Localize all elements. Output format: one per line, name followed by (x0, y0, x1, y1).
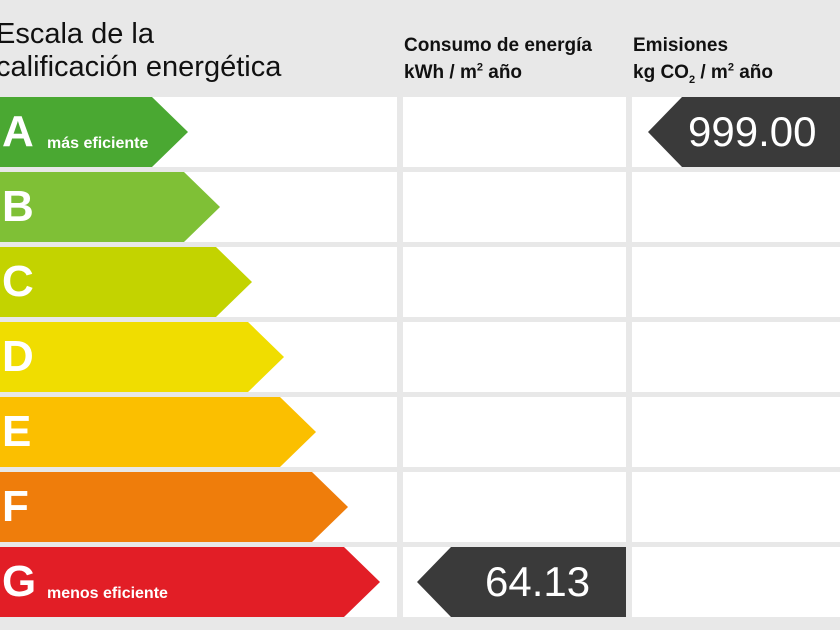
rating-arrow-g: G menos eficiente (0, 547, 380, 617)
consumo-cell (403, 172, 626, 242)
consumo-cell: 64.13 (403, 547, 626, 617)
rating-letter: F (2, 482, 29, 531)
emisiones-cell (632, 172, 840, 242)
scale-cell: F (0, 472, 397, 542)
consumo-value: 64.13 (485, 558, 591, 605)
scale-cell: G menos eficiente (0, 547, 397, 617)
rating-row-c: C (0, 247, 840, 317)
consumo-unit: kWh / m2 año (404, 61, 523, 83)
rating-letter: E (2, 407, 32, 456)
consumo-cell (403, 247, 626, 317)
rating-row-b: B (0, 172, 840, 242)
rating-arrow-b: B (0, 172, 220, 242)
scale-cell: C (0, 247, 397, 317)
scale-cell: E (0, 397, 397, 467)
scale-cell: A más eficiente (0, 97, 397, 167)
emisiones-cell: 999.00 (632, 97, 840, 167)
scale-cell: D (0, 322, 397, 392)
rating-arrow-f: F (0, 472, 348, 542)
rating-arrow-e: E (0, 397, 316, 467)
emisiones-title: Emisiones (633, 35, 729, 56)
consumo-cell (403, 97, 626, 167)
rating-arrow-c: C (0, 247, 252, 317)
emisiones-column-header: Emisiones kg CO2 / m2 año (633, 32, 773, 86)
title-line-2: calificación energética (0, 51, 282, 83)
emisiones-cell (632, 397, 840, 467)
rating-letter: D (2, 332, 34, 381)
rating-arrow-a: A más eficiente (0, 97, 188, 167)
page-title: Escala de la calificación energética (0, 18, 281, 84)
scale-cell: B (0, 172, 397, 242)
rating-note: más eficiente (47, 135, 149, 152)
emisiones-cell (632, 322, 840, 392)
rating-row-g: G menos eficiente 64.13 (0, 547, 840, 617)
emisiones-unit: kg CO2 / m2 año (633, 61, 773, 86)
rating-letter: B (2, 182, 34, 231)
consumo-cell (403, 322, 626, 392)
consumo-title: Consumo de energía (404, 35, 592, 56)
consumo-column-header: Consumo de energía kWh / m2 año (404, 32, 592, 86)
emisiones-value: 999.00 (688, 108, 817, 155)
consumo-cell (403, 397, 626, 467)
rating-letter: G (2, 557, 37, 606)
rating-note: menos eficiente (47, 585, 168, 602)
rating-row-f: F (0, 472, 840, 542)
emisiones-cell (632, 247, 840, 317)
rating-letter: A (2, 107, 34, 156)
rating-letter: C (2, 257, 34, 306)
emisiones-cell (632, 472, 840, 542)
rating-row-a: A más eficiente 999.00 (0, 97, 840, 167)
title-line-1: Escala de la (0, 18, 154, 50)
rating-row-d: D (0, 322, 840, 392)
rating-arrow-d: D (0, 322, 284, 392)
rating-row-e: E (0, 397, 840, 467)
consumo-cell (403, 472, 626, 542)
emisiones-indicator: 999.00 (648, 97, 840, 167)
emisiones-cell (632, 547, 840, 617)
consumo-indicator: 64.13 (417, 547, 626, 617)
